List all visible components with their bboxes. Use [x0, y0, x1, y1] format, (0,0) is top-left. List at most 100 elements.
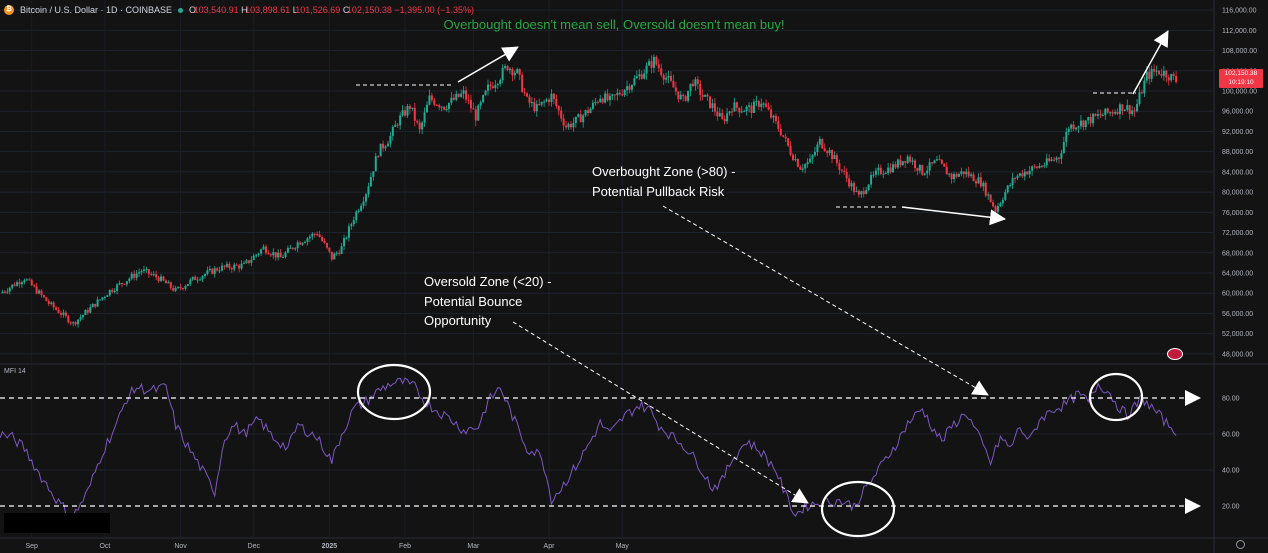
candle[interactable] — [30, 278, 33, 286]
candle[interactable] — [1155, 65, 1158, 77]
candle[interactable] — [469, 94, 472, 113]
candle[interactable] — [1172, 71, 1175, 81]
candle[interactable] — [182, 287, 184, 291]
candle[interactable] — [150, 271, 153, 276]
candle[interactable] — [596, 100, 599, 105]
candle[interactable] — [765, 99, 768, 108]
candle[interactable] — [264, 244, 267, 255]
candle[interactable] — [1138, 86, 1141, 107]
candle[interactable] — [1079, 114, 1082, 130]
candle[interactable] — [1082, 119, 1085, 131]
candle[interactable] — [623, 88, 626, 98]
candle[interactable] — [35, 282, 38, 295]
candle[interactable] — [992, 199, 995, 208]
candle[interactable] — [811, 154, 814, 164]
candle[interactable] — [633, 75, 636, 87]
candle[interactable] — [91, 303, 94, 308]
candle[interactable] — [853, 180, 855, 195]
candle[interactable] — [975, 179, 977, 188]
candle[interactable] — [906, 154, 909, 164]
candle[interactable] — [665, 72, 668, 84]
candle[interactable] — [538, 98, 541, 106]
candle[interactable] — [599, 95, 602, 103]
candle[interactable] — [84, 309, 87, 316]
candle[interactable] — [57, 307, 60, 314]
candle[interactable] — [467, 94, 470, 105]
candle[interactable] — [745, 105, 748, 116]
symbol-title[interactable]: Bitcoin / U.S. Dollar · 1D · COINBASE — [20, 5, 173, 15]
candle[interactable] — [1048, 154, 1051, 163]
candle[interactable] — [413, 102, 416, 127]
candle[interactable] — [103, 295, 106, 301]
candle[interactable] — [418, 119, 421, 134]
candle[interactable] — [1153, 64, 1156, 76]
candle[interactable] — [755, 95, 758, 107]
candle[interactable] — [767, 102, 770, 111]
candle[interactable] — [914, 158, 916, 172]
candle[interactable] — [684, 94, 687, 102]
candle[interactable] — [174, 285, 177, 293]
candle[interactable] — [401, 105, 404, 117]
candle[interactable] — [128, 277, 131, 284]
candle[interactable] — [787, 137, 790, 148]
candle[interactable] — [982, 180, 985, 191]
candle[interactable] — [1062, 136, 1065, 154]
candle[interactable] — [882, 170, 885, 179]
candle[interactable] — [874, 167, 877, 178]
candle[interactable] — [530, 97, 533, 107]
candle[interactable] — [711, 98, 714, 113]
candle[interactable] — [1053, 156, 1056, 162]
candle[interactable] — [1126, 99, 1129, 112]
candle[interactable] — [130, 271, 133, 281]
candle[interactable] — [548, 97, 550, 106]
candle[interactable] — [184, 284, 187, 291]
candle[interactable] — [62, 309, 65, 318]
candle[interactable] — [1104, 108, 1107, 120]
candle[interactable] — [211, 267, 214, 275]
candle[interactable] — [60, 310, 62, 318]
candle[interactable] — [506, 65, 509, 72]
candle[interactable] — [899, 154, 902, 168]
candle[interactable] — [1028, 166, 1031, 178]
candle[interactable] — [116, 283, 119, 295]
candle[interactable] — [369, 172, 372, 187]
candle[interactable] — [945, 162, 948, 175]
candle[interactable] — [238, 263, 241, 273]
candle[interactable] — [1087, 116, 1090, 125]
candle[interactable] — [262, 244, 265, 250]
candle[interactable] — [1150, 65, 1153, 83]
candle[interactable] — [901, 161, 904, 167]
candle[interactable] — [635, 70, 638, 79]
candle[interactable] — [1133, 107, 1136, 117]
candle[interactable] — [179, 283, 182, 291]
candle[interactable] — [260, 248, 263, 257]
candle[interactable] — [770, 104, 773, 120]
candle[interactable] — [421, 120, 424, 134]
candle[interactable] — [384, 144, 387, 151]
candle[interactable] — [94, 303, 97, 309]
candle[interactable] — [201, 275, 204, 283]
candle[interactable] — [1131, 105, 1134, 117]
candle[interactable] — [489, 81, 492, 91]
candle[interactable] — [1167, 74, 1170, 86]
candle[interactable] — [138, 268, 141, 278]
candle[interactable] — [809, 153, 812, 164]
candle[interactable] — [774, 113, 777, 125]
candle[interactable] — [160, 273, 163, 282]
candle[interactable] — [970, 172, 973, 178]
candle[interactable] — [247, 260, 250, 265]
candle[interactable] — [1021, 169, 1024, 179]
candle[interactable] — [443, 106, 446, 111]
time-axis[interactable]: Sep Oct Nov Dec 2025 Feb Mar Apr May — [25, 543, 629, 550]
candle[interactable] — [1106, 107, 1109, 114]
candle[interactable] — [1060, 149, 1063, 164]
candle[interactable] — [848, 174, 851, 189]
candle[interactable] — [545, 97, 548, 103]
candle[interactable] — [1057, 156, 1060, 164]
candle[interactable] — [213, 266, 216, 278]
candle[interactable] — [81, 314, 84, 320]
candle[interactable] — [572, 117, 575, 132]
candle[interactable] — [245, 258, 248, 264]
candle[interactable] — [438, 103, 441, 111]
candle[interactable] — [750, 102, 753, 119]
